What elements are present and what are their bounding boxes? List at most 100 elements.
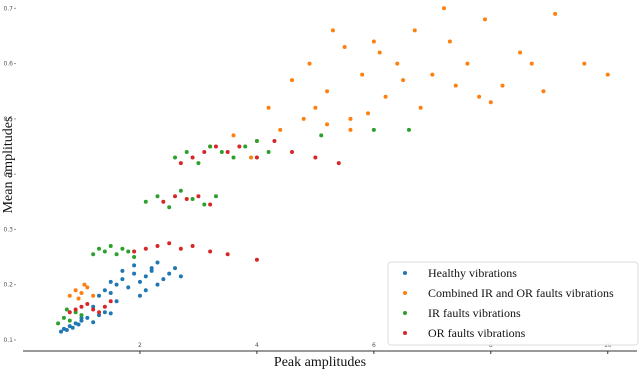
point — [114, 282, 119, 287]
point — [313, 105, 318, 110]
point — [184, 150, 189, 155]
point — [120, 277, 125, 282]
point — [126, 285, 131, 290]
point — [79, 313, 84, 318]
legend-marker — [403, 291, 407, 295]
point — [97, 246, 102, 251]
point — [319, 133, 324, 138]
point — [243, 144, 248, 149]
point — [231, 133, 236, 138]
point — [132, 271, 137, 276]
point — [406, 127, 411, 132]
point — [155, 194, 160, 199]
point — [202, 202, 207, 207]
point — [120, 246, 125, 251]
point — [412, 28, 417, 33]
point — [167, 205, 172, 210]
point — [85, 315, 90, 320]
point — [67, 324, 72, 329]
point — [301, 116, 306, 121]
point — [313, 155, 318, 160]
point — [102, 288, 107, 293]
y-tick-label: 0.4 — [3, 171, 13, 178]
legend-label: IR faults vibrations — [428, 306, 521, 320]
point — [132, 249, 137, 254]
point — [208, 202, 213, 207]
point — [529, 61, 534, 66]
point — [114, 252, 119, 257]
point — [213, 194, 218, 199]
point — [85, 285, 90, 290]
legend-marker — [403, 331, 407, 335]
x-axis-label: Peak amplitudes — [274, 355, 366, 370]
point — [430, 72, 435, 77]
point — [184, 196, 189, 201]
point — [59, 329, 64, 334]
legend-label: Combined IR and OR faults vibrations — [428, 286, 614, 300]
point — [102, 310, 107, 315]
point — [582, 61, 587, 66]
point — [76, 296, 81, 301]
point — [330, 28, 335, 33]
y-tick-label: 0.1 — [3, 337, 13, 344]
y-tick-label: 0.3 — [3, 226, 13, 233]
point — [307, 61, 312, 66]
legend-label: Healthy vibrations — [428, 266, 517, 280]
legend-box — [387, 261, 639, 346]
point — [70, 325, 75, 330]
point — [605, 72, 610, 77]
point — [61, 315, 66, 320]
point — [91, 293, 96, 298]
series — [59, 260, 183, 334]
point — [97, 313, 102, 318]
point — [249, 155, 254, 160]
point — [366, 111, 371, 116]
point — [97, 293, 102, 298]
legend-marker — [403, 271, 407, 275]
point — [91, 307, 96, 312]
point — [64, 327, 69, 332]
point — [67, 318, 72, 323]
point — [465, 61, 470, 66]
point — [155, 282, 160, 287]
y-tick-label: 0.5 — [3, 116, 13, 123]
point — [442, 6, 447, 11]
point — [108, 311, 113, 316]
point — [348, 116, 353, 121]
x-tick-label: 2 — [138, 342, 142, 349]
point — [254, 155, 259, 160]
series — [56, 127, 411, 326]
point — [143, 246, 148, 251]
point — [518, 50, 523, 55]
y-tick-label: 0.2 — [3, 282, 13, 289]
point — [79, 304, 84, 309]
point — [360, 72, 365, 77]
point — [254, 138, 259, 143]
point — [278, 127, 283, 132]
point — [190, 196, 195, 201]
point — [453, 83, 458, 88]
series — [67, 6, 610, 301]
point — [73, 307, 78, 312]
point — [553, 11, 558, 16]
point — [149, 266, 154, 271]
point — [64, 307, 69, 312]
point — [102, 304, 107, 309]
point — [371, 127, 376, 132]
point — [325, 89, 330, 94]
point — [348, 127, 353, 132]
x-tick-label: 6 — [372, 342, 376, 349]
point — [91, 304, 96, 309]
point — [289, 78, 294, 83]
point — [97, 310, 102, 315]
point — [137, 279, 142, 284]
point — [108, 243, 113, 248]
point — [155, 243, 160, 248]
point — [161, 277, 166, 282]
point — [254, 257, 259, 262]
point — [67, 310, 72, 315]
point — [178, 274, 183, 279]
point — [102, 249, 107, 254]
point — [108, 290, 113, 295]
